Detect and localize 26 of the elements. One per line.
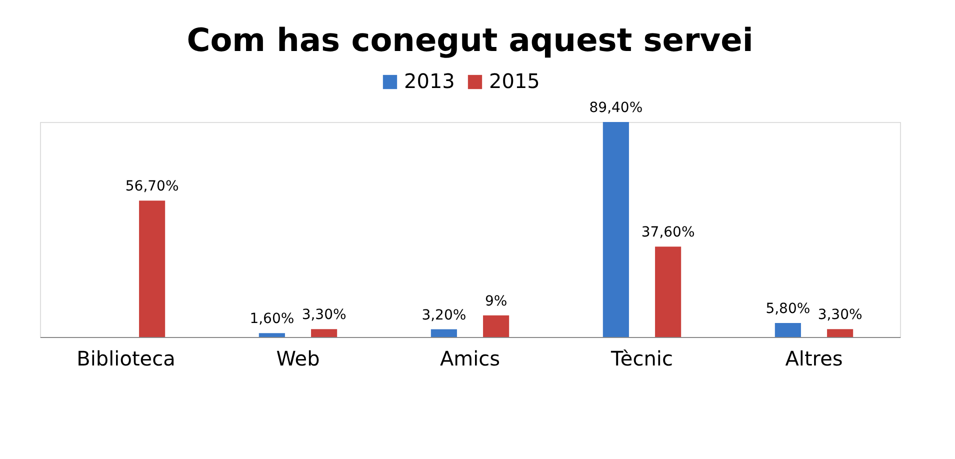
bar: [655, 246, 682, 337]
data-label: 3,30%: [818, 307, 862, 324]
data-label: 9%: [484, 293, 508, 310]
bar: [827, 329, 854, 337]
x-tick-label: Altres: [785, 346, 843, 370]
legend-label: 2015: [489, 69, 540, 93]
bar: [258, 333, 285, 337]
bar: [483, 315, 510, 337]
chart-title: Com has conegut aquest servei: [186, 21, 754, 59]
bar: [602, 122, 629, 337]
data-label: 56,70%: [125, 178, 179, 195]
data-label: 37,60%: [641, 224, 695, 241]
bar: [430, 329, 457, 337]
data-label: 89,40%: [589, 100, 643, 116]
data-label: 3,20%: [422, 307, 466, 324]
data-label: 3,30%: [302, 307, 346, 324]
x-tick-label: Tècnic: [610, 346, 673, 370]
legend-label: 2013: [404, 69, 455, 93]
bar: [311, 329, 338, 337]
bar: [774, 323, 801, 337]
x-tick-label: Biblioteca: [76, 346, 176, 370]
bar: [139, 200, 166, 337]
data-label: 1,60%: [250, 311, 294, 328]
x-tick-label: Amics: [440, 346, 500, 370]
x-tick-label: Web: [276, 346, 320, 370]
data-label: 5,80%: [766, 301, 810, 318]
